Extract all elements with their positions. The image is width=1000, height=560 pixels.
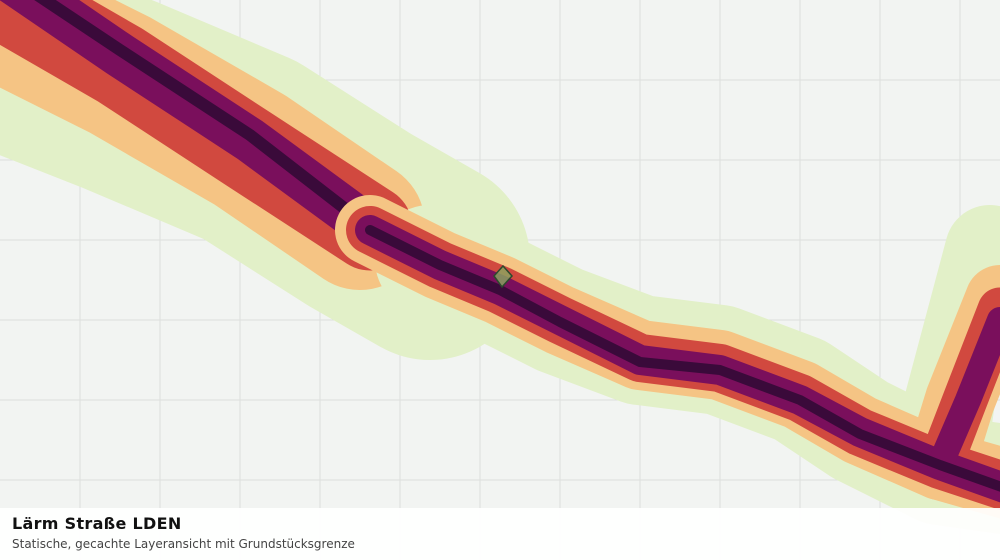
noise-band-60	[927, 307, 1000, 478]
noise-bands	[0, 0, 1000, 535]
legend-panel: Lärm Straße LDEN Statische, gecachte Lay…	[0, 508, 1000, 560]
parcel-boundary[interactable]	[493, 264, 514, 289]
noise-band-65	[365, 225, 1000, 492]
noise-band-65	[34, 0, 376, 234]
layer-subtitle: Statische, gecachte Layeransicht mit Gru…	[12, 537, 355, 551]
layer-title: Lärm Straße LDEN	[12, 514, 182, 533]
